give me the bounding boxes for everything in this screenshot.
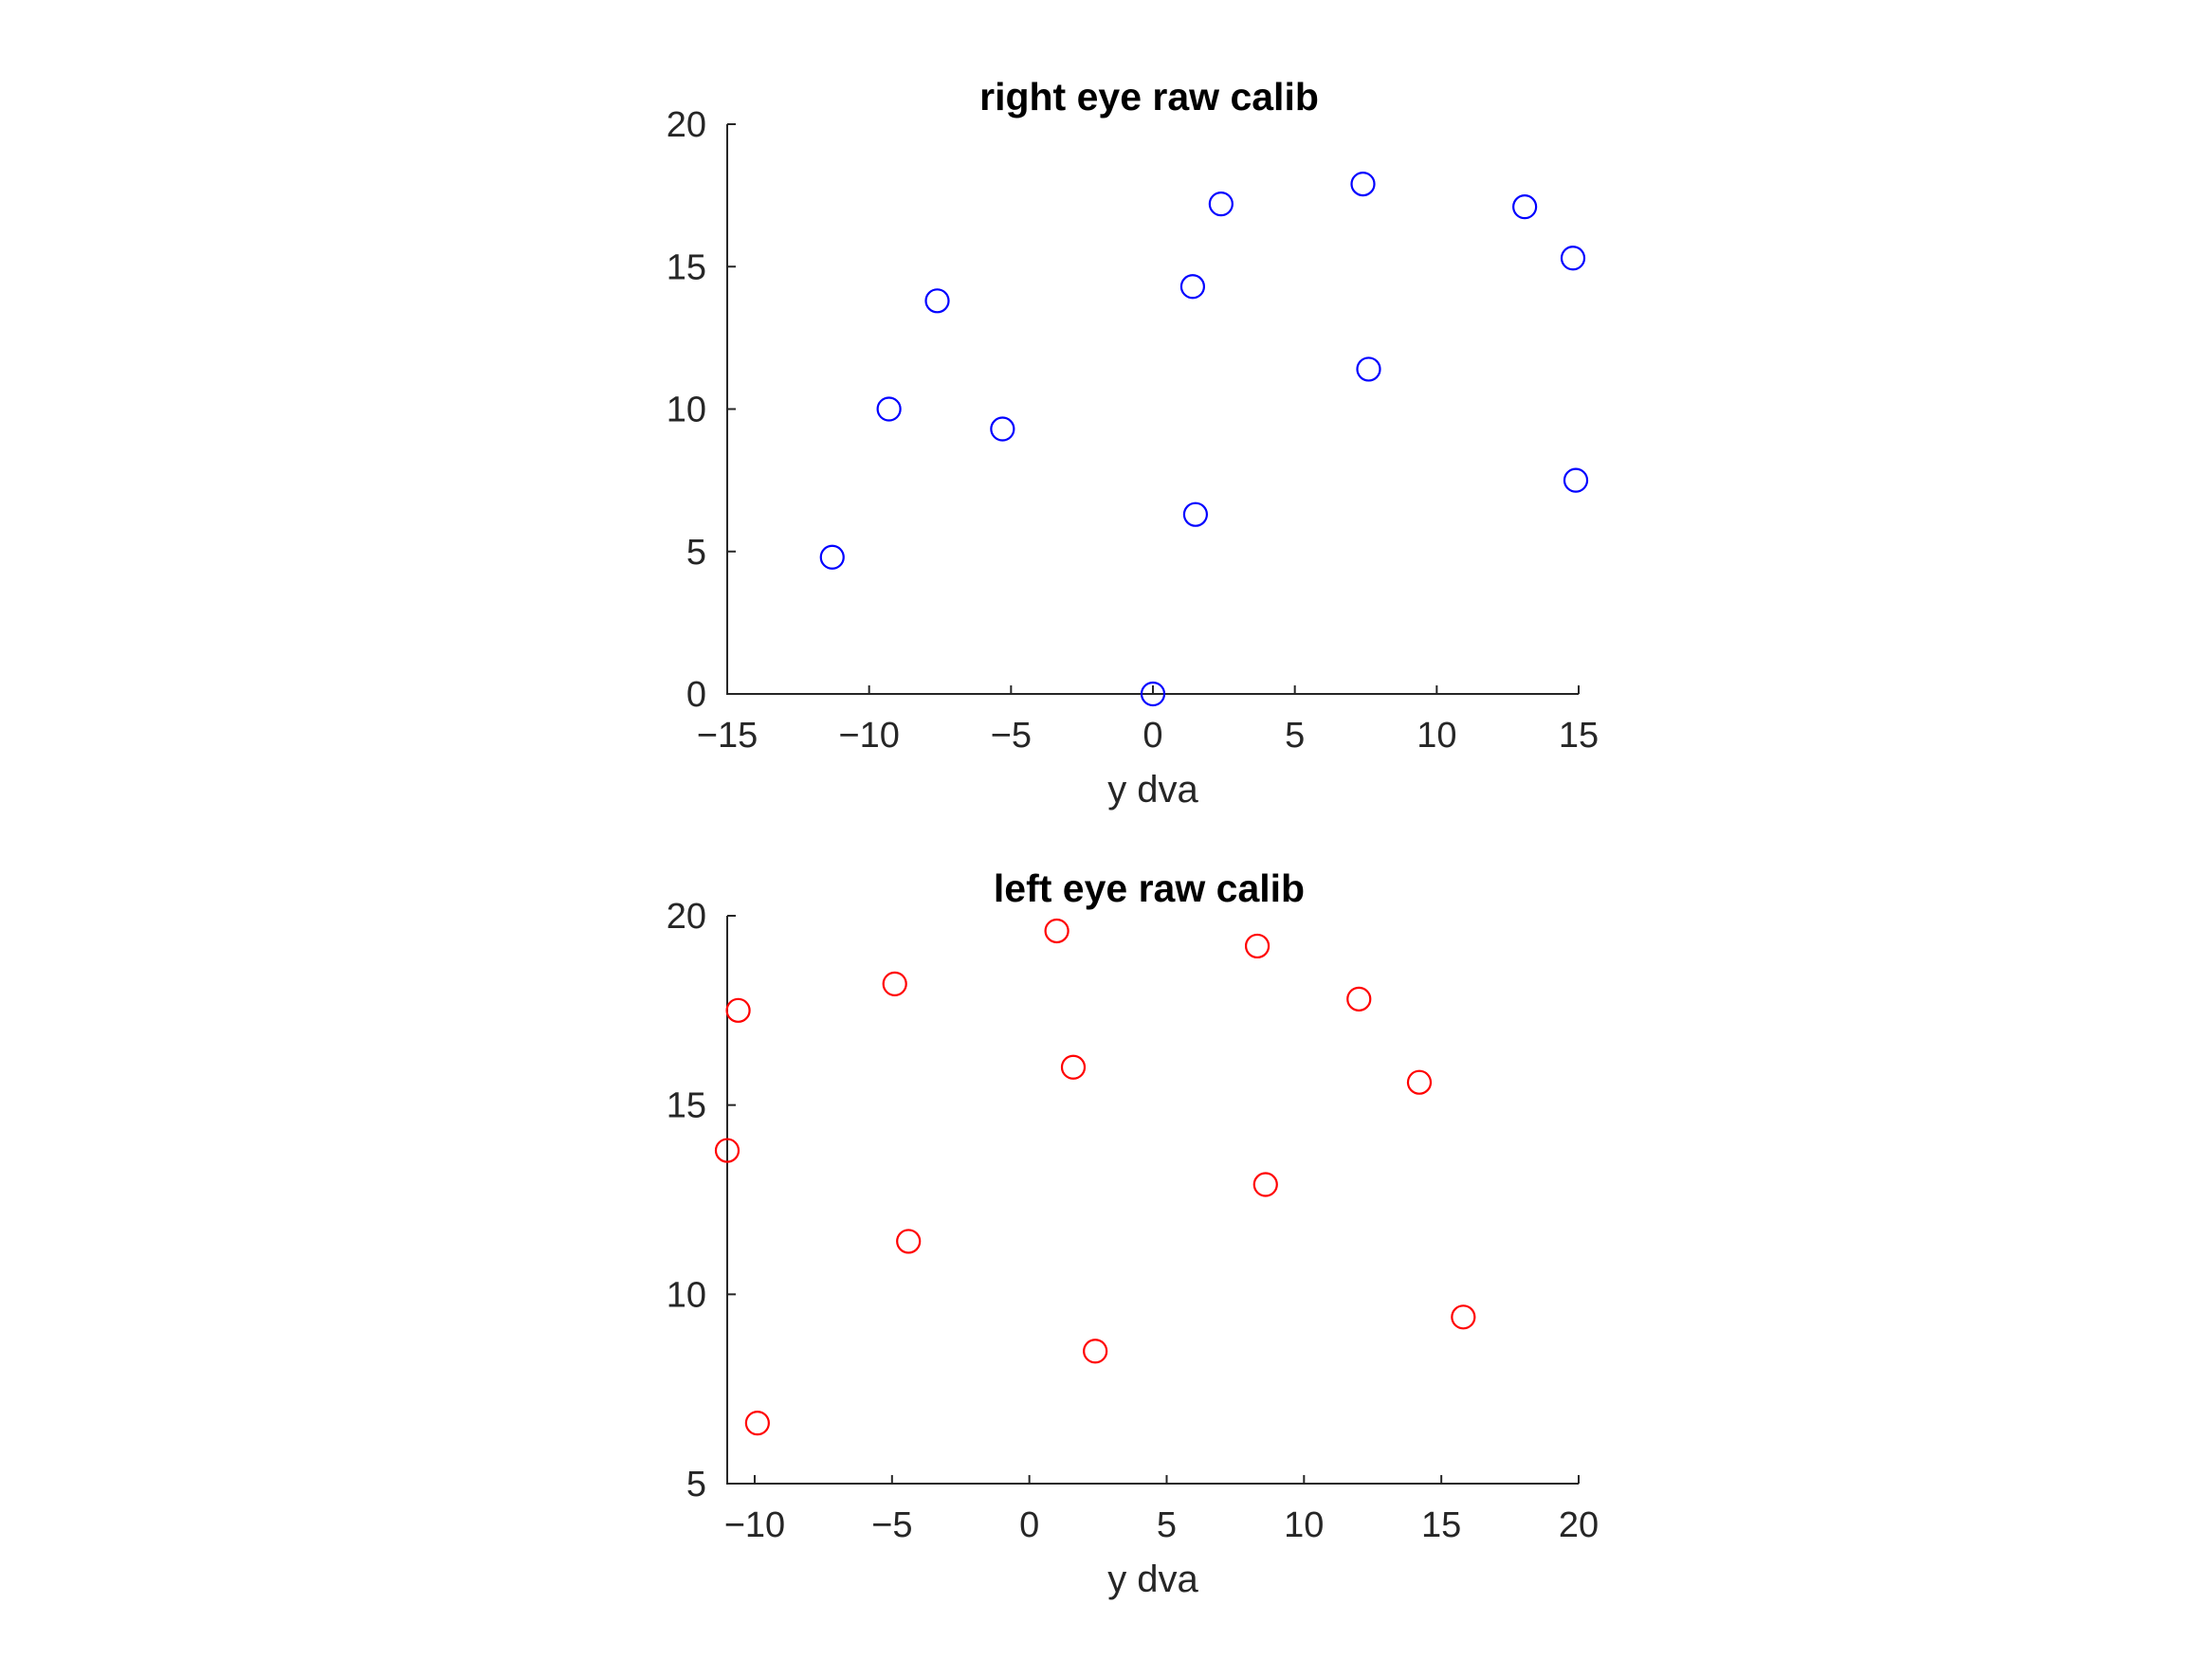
data-point (714, 1138, 740, 1163)
y-tick-label: 15 (667, 247, 706, 287)
y-tick-label: 5 (686, 1465, 706, 1504)
plot-left-eye: left eye raw calib y dva −10 −5 0 5 10 15 20 5… (667, 866, 1599, 1600)
x-tick-label: 5 (1157, 1505, 1177, 1545)
y-ticks: 5 10 15 20 (667, 897, 736, 1504)
y-tick-label: 0 (686, 675, 706, 715)
y-tick-label: 15 (667, 1086, 706, 1126)
x-ticks: −10 −5 0 5 10 15 20 (724, 1475, 1599, 1545)
data-point (1406, 1069, 1433, 1095)
data-point (1356, 356, 1381, 382)
x-tick-label: −15 (697, 716, 758, 756)
data-point (924, 288, 950, 314)
x-tick-label: 10 (1284, 1505, 1324, 1545)
data-point (819, 544, 845, 570)
data-points (819, 172, 1589, 707)
data-point (1451, 1304, 1476, 1330)
data-point (1252, 1172, 1278, 1197)
data-point (725, 997, 751, 1023)
data-point (1140, 681, 1166, 707)
x-tick-label: 15 (1421, 1505, 1461, 1545)
y-tick-label: 20 (667, 105, 706, 145)
x-axis-label: y dva (1107, 1559, 1198, 1600)
y-tick-label: 5 (686, 533, 706, 573)
data-point (744, 1411, 770, 1436)
x-tick-label: 0 (1143, 716, 1162, 756)
x-tick-label: 10 (1417, 716, 1456, 756)
data-point (1512, 194, 1538, 220)
x-tick-label: 0 (1019, 1505, 1039, 1545)
x-tick-label: −5 (991, 716, 1032, 756)
data-point (1044, 918, 1069, 944)
data-point (1563, 467, 1589, 493)
data-point (1346, 986, 1372, 1012)
x-tick-label: 15 (1559, 716, 1599, 756)
axis-lines (726, 124, 1579, 695)
data-point (1244, 933, 1271, 959)
plot-title: left eye raw calib (994, 866, 1305, 910)
data-point (896, 1229, 922, 1254)
x-tick-label: 20 (1559, 1505, 1599, 1545)
data-point (1350, 172, 1376, 197)
plot-right-eye: right eye raw calib y dva −15 −10 −5 0 5 10 15… (667, 75, 1599, 811)
data-point (1060, 1054, 1087, 1080)
data-point (876, 396, 902, 422)
data-point (1208, 191, 1234, 217)
y-tick-label: 20 (667, 897, 706, 937)
x-axis-label: y dva (1107, 769, 1198, 811)
x-tick-label: −5 (871, 1505, 912, 1545)
data-point (1083, 1339, 1108, 1364)
data-point (1179, 274, 1206, 300)
data-point (1560, 246, 1586, 271)
y-ticks: 0 5 10 15 20 (667, 105, 736, 715)
axes (726, 124, 1579, 695)
axes (726, 916, 1579, 1485)
plot-title: right eye raw calib (979, 75, 1319, 118)
data-points (714, 918, 1476, 1436)
x-tick-label: −10 (838, 716, 899, 756)
data-point (990, 416, 1015, 442)
data-point (882, 971, 907, 996)
x-ticks: −15 −10 −5 0 5 10 15 (697, 685, 1599, 756)
x-tick-label: −10 (724, 1505, 785, 1545)
axis-lines (726, 916, 1579, 1485)
data-point (1182, 501, 1209, 527)
y-tick-label: 10 (667, 1275, 706, 1315)
x-tick-label: 5 (1285, 716, 1305, 756)
y-tick-label: 10 (667, 391, 706, 430)
